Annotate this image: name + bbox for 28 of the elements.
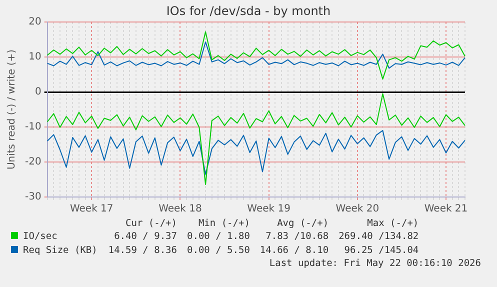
x-tick-label: Week 20: [336, 204, 380, 215]
chart-title: IOs for /dev/sda - by month: [166, 4, 331, 18]
text: Last update: Fri May 22 00:16:10 2026: [268, 258, 482, 269]
x-tick-label: Week 18: [158, 204, 202, 215]
y-tick-label: 10: [28, 52, 42, 63]
y-axis-title: Units read (-) / write (+): [6, 49, 18, 170]
text: 7.83 /10.68: [264, 230, 329, 244]
text: Avg (-/+): [276, 218, 329, 230]
text: 269.40 /134.82: [338, 230, 419, 244]
legend-label: IO/sec: [22, 230, 58, 244]
x-tick-label: Week 17: [70, 204, 114, 215]
text: Max (-/+): [366, 218, 419, 230]
legend-label: Req Size (KB): [22, 244, 98, 258]
x-tick-label: Week 19: [247, 204, 290, 215]
y-tick-label: -20: [24, 156, 42, 168]
y-tick-label: -30: [24, 192, 42, 203]
text: 0.00 / 1.80: [186, 230, 250, 244]
y-tick-label: -10: [24, 122, 42, 133]
y-tick-label: 0: [34, 86, 42, 98]
text: 6.40 / 9.37: [113, 230, 177, 244]
text: 0.00 / 5.50: [186, 244, 250, 258]
text: 14.59 / 8.36: [107, 244, 177, 258]
text: 14.66 / 8.10: [258, 244, 329, 258]
y-tick-label: 20: [28, 16, 42, 28]
x-tick-label: Week 21: [424, 204, 468, 215]
text: Cur (-/+): [124, 218, 177, 230]
text: Min (-/+): [197, 218, 250, 230]
text: 96.25 /145.04: [343, 244, 419, 258]
